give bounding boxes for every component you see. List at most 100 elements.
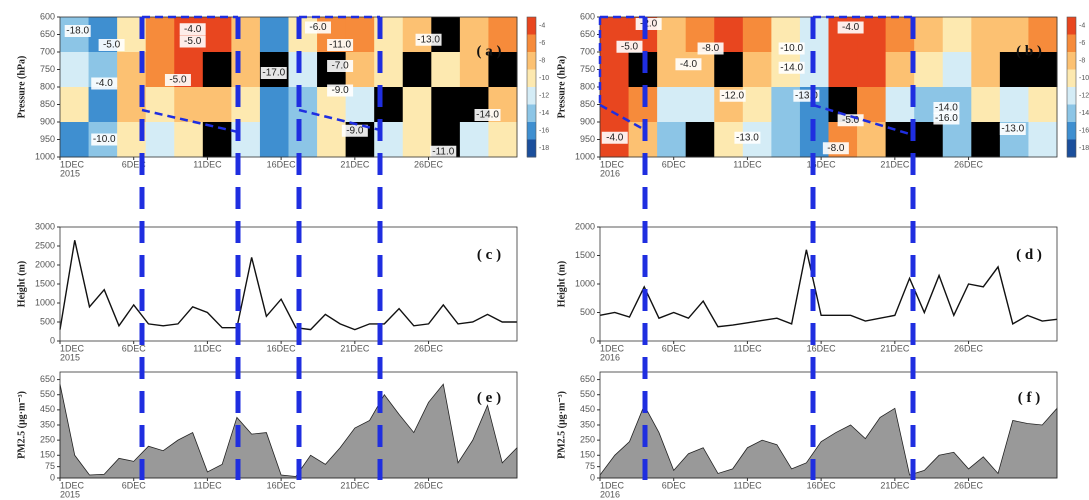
heat-cell — [145, 17, 175, 53]
contour-label: -2.0 — [640, 19, 658, 30]
contour-label-bg — [778, 61, 805, 74]
x-tick-label: 1DEC — [600, 480, 625, 490]
y-tick-label: 650 — [580, 374, 595, 384]
y-tick-label: 750 — [580, 64, 595, 74]
contour-label-bg — [415, 33, 442, 46]
pm25-area — [599, 404, 1058, 479]
y-tick-label: 1500 — [575, 250, 595, 260]
heat-cell — [459, 122, 489, 158]
contour-label: -4.0 — [96, 78, 114, 89]
colorbar-cell — [1067, 122, 1076, 140]
colorbar-label: -14 — [1079, 110, 1089, 117]
contour-label-bg — [822, 142, 849, 155]
contour-label: -11.0 — [432, 146, 454, 157]
contour-label: -13.0 — [1001, 124, 1024, 135]
y-tick-label: 800 — [580, 81, 595, 91]
colorbar-cell — [1067, 52, 1076, 70]
x-tick-label: 6DEC — [122, 343, 147, 353]
panel: -18.0-5.0-4.0-5.0-4.0 -5.0-17.0-11.0-6.0-… — [16, 11, 549, 178]
plot-frame — [59, 226, 518, 342]
contour-label: -5.0 — [103, 40, 121, 51]
y-tick-label: 1000 — [35, 297, 55, 307]
period-lines — [139, 17, 916, 480]
y-tick-label: 150 — [580, 450, 595, 460]
colorbar-label: -14 — [539, 110, 549, 117]
year-label: 2015 — [60, 352, 80, 362]
heat-cell — [1028, 122, 1058, 158]
heat-cell — [600, 87, 630, 123]
contour-label: -12.0 — [721, 90, 744, 101]
x-tick-label: 11DEC — [193, 343, 222, 353]
x-tick-label: 26DEC — [954, 480, 984, 490]
contour-label-bg — [327, 60, 354, 72]
y-tick-label: 850 — [40, 99, 55, 109]
heat-cell — [657, 122, 687, 158]
y-axis-label: Height (m) — [16, 261, 27, 307]
y-tick-label: 2000 — [35, 259, 55, 269]
colorbar-cell — [1067, 69, 1076, 88]
contour-label: -8.0 — [827, 143, 845, 154]
heat-cell — [174, 87, 204, 123]
contour-label-bg — [675, 58, 702, 71]
panel-label: ( e ) — [477, 390, 501, 406]
colorbar-label: -10 — [539, 75, 549, 82]
x-tick-label: 26DEC — [414, 343, 444, 353]
heat-cell — [402, 87, 432, 123]
heat-cell — [1028, 17, 1058, 53]
x-tick-label: 16DEC — [267, 343, 297, 353]
heat-cell — [431, 87, 461, 123]
panel-label: ( a ) — [477, 43, 502, 59]
heat-cell — [202, 52, 232, 88]
x-tick-label: 26DEC — [954, 343, 984, 353]
x-tick-label: 1DEC — [60, 343, 85, 353]
y-tick-label: 900 — [580, 116, 595, 126]
contour-label-bg — [327, 84, 354, 97]
x-tick-label: 21DEC — [340, 159, 370, 169]
contour-label: -10.0 — [780, 43, 803, 54]
heat-cell — [174, 122, 204, 158]
x-tick-label: 1DEC — [600, 159, 625, 169]
heat-cell — [60, 52, 90, 88]
contour-label: -5.0 — [842, 115, 860, 126]
panel-label: ( d ) — [1016, 247, 1042, 263]
contour-label: -9.0 — [331, 85, 349, 96]
heat-cell — [60, 122, 90, 158]
y-tick-label: 450 — [580, 404, 595, 414]
y-tick-label: 1500 — [35, 278, 55, 288]
heat-cell — [145, 122, 175, 158]
boundary-diagonal — [599, 103, 646, 132]
y-tick-label: 800 — [40, 81, 55, 91]
heat-cell — [1028, 87, 1058, 123]
contour-label-bg — [933, 102, 960, 114]
heat-cell — [288, 122, 318, 158]
panel-label: ( f ) — [1018, 390, 1041, 406]
y-tick-label: 550 — [580, 389, 595, 399]
y-tick-label: 600 — [40, 11, 55, 21]
contour-label-bg — [430, 145, 457, 158]
heat-cell — [885, 87, 915, 123]
y-axis-label: Pressure (hPa) — [16, 56, 27, 119]
y-tick-label: 350 — [40, 419, 55, 429]
colorbar-label: -6 — [539, 40, 545, 47]
contour-label-bg — [179, 23, 206, 36]
heat-cell — [999, 17, 1029, 53]
heat-cell — [488, 122, 518, 158]
x-tick-label: 16DEC — [807, 159, 837, 169]
heat-cell — [885, 52, 915, 88]
contour-label-bg — [327, 39, 354, 51]
y-tick-label: 2000 — [575, 221, 595, 231]
height-line — [599, 249, 1058, 328]
x-tick-label: 21DEC — [340, 343, 370, 353]
contour-label: -17.0 — [262, 68, 285, 79]
y-tick-label: 700 — [40, 46, 55, 56]
boundary-lines — [141, 15, 914, 137]
contour-label-bg — [719, 89, 746, 102]
heat-cell — [999, 87, 1029, 123]
heat-cell — [742, 87, 772, 123]
contour-label-bg — [697, 42, 724, 55]
pm25-area — [59, 383, 518, 479]
x-tick-label: 26DEC — [954, 159, 984, 169]
